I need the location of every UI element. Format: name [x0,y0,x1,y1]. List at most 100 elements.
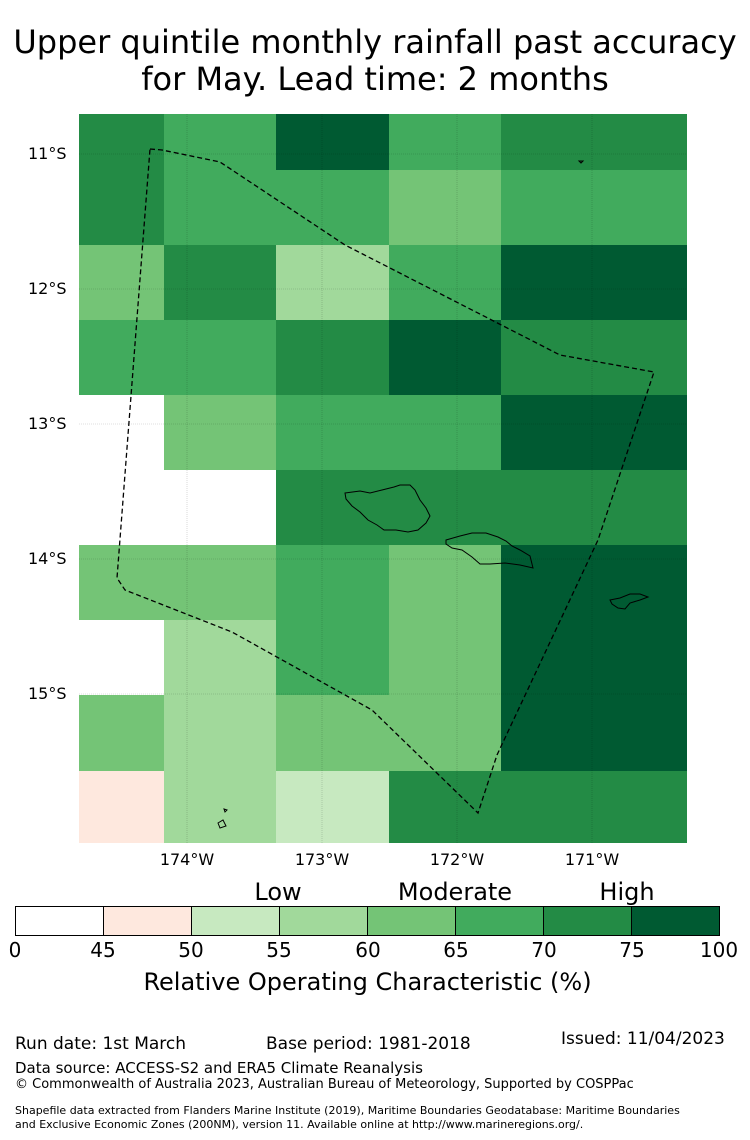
map-grid-cell [164,695,276,771]
map-grid-cell [164,114,276,170]
map-grid-cell [164,170,276,245]
map-grid-cell [276,545,389,620]
run-date: Run date: 1st March [15,1034,187,1054]
map-grid-cell [79,245,164,320]
map-grid-cell [164,245,276,320]
lon-label-171w: 171°W [564,850,620,869]
colorbar-tick: 75 [619,938,645,962]
colorbar-segment [368,907,456,935]
gridlines [79,114,687,843]
map-grid-cell [276,320,389,395]
map-grid-cell [164,620,276,695]
map-grid-cell [276,114,389,170]
shapefile-credit-line-2: and Exclusive Economic Zones (200NM), ve… [15,1118,584,1131]
colorbar-tick: 60 [355,938,381,962]
map-grid-cell [164,545,276,620]
lat-label-11s: 11°S [28,144,67,163]
island-small-3 [577,160,585,164]
map-grid-cell [501,771,687,843]
colorbar-tick: 50 [178,938,204,962]
map-grid-cell [389,771,501,843]
map-grid-cell [501,245,687,320]
chart-title-line-2: for May. Lead time: 2 months [141,60,609,98]
map-grid-cell [79,395,164,470]
island-small-1 [217,819,227,829]
shapefile-credit-line-1: Shapefile data extracted from Flanders M… [15,1104,680,1117]
island-savaii [344,484,431,533]
base-period: Base period: 1981-2018 [266,1034,471,1054]
grid-cells [79,114,687,843]
island-tutuila [609,593,650,610]
colorbar-tick: 70 [531,938,557,962]
map-grid-cell [389,320,501,395]
colorbar-tick: 65 [443,938,469,962]
map-grid-cell [79,771,164,843]
map-grid-cell [276,470,389,545]
map-grid-cell [79,170,164,245]
map-grid-cell [164,771,276,843]
map-grid-cell [276,245,389,320]
colorbar-tick: 55 [266,938,292,962]
map-grid-cell [276,395,389,470]
legend-category-moderate: Moderate [397,878,513,906]
colorbar [15,906,720,936]
map-grid-cell [79,320,164,395]
legend-category-high: High [599,878,655,906]
map-grid-cell [501,114,687,170]
island-small-2 [223,808,228,813]
map-grid-cell [501,170,687,245]
eez-boundary [116,148,655,815]
map-grid-cell [389,695,501,771]
map-grid-cell [79,470,164,545]
map-grid-cell [276,771,389,843]
colorbar-title: Relative Operating Characteristic (%) [143,968,592,996]
colorbar-segment [16,907,104,935]
map-grid-cell [164,395,276,470]
map-grid-cell [389,620,501,695]
data-source: Data source: ACCESS-S2 and ERA5 Climate … [15,1059,423,1077]
lon-label-174w: 174°W [159,850,215,869]
lat-label-13s: 13°S [28,414,67,433]
colorbar-segment [544,907,632,935]
map-grid-cell [79,114,164,170]
map-grid-cell [164,320,276,395]
lat-label-12s: 12°S [28,279,67,298]
map-grid-cell [276,695,389,771]
legend-category-low: Low [254,878,302,906]
map-grid-cell [501,695,687,771]
map-grid-cell [389,245,501,320]
map-grid-cell [389,114,501,170]
map-grid-cell [501,545,687,620]
lon-label-173w: 173°W [294,850,350,869]
map-grid-cell [276,620,389,695]
map-grid-cell [614,470,687,545]
map-grid-cell [389,545,501,620]
map-grid-cell [276,170,389,245]
islands [217,160,650,829]
colorbar-segment [280,907,368,935]
map-grid-cell [389,170,501,245]
map-grid-cell [79,545,164,620]
colorbar-tick: 0 [8,938,22,962]
map-grid-cell [79,695,164,771]
lat-label-14s: 14°S [28,549,67,568]
map-grid-cell [389,395,501,470]
island-upolu [445,532,534,569]
lon-label-172w: 172°W [429,850,485,869]
colorbar-segment [456,907,544,935]
map-grid-cell [164,470,276,545]
chart-title-line-1: Upper quintile monthly rainfall past acc… [13,23,737,61]
colorbar-segment [632,907,719,935]
map-grid-cell [614,620,687,695]
colorbar-tick: 100 [699,938,739,962]
colorbar-segment [104,907,192,935]
map-grid-cell [79,620,164,695]
map-svg [79,114,687,843]
lat-label-15s: 15°S [28,684,67,703]
map-grid-cell [501,395,687,470]
issued-date: Issued: 11/04/2023 [561,1029,725,1049]
colorbar-tick: 45 [90,938,116,962]
copyright: © Commonwealth of Australia 2023, Austra… [15,1077,634,1092]
colorbar-segment [192,907,280,935]
map-grid-cell [389,470,501,545]
